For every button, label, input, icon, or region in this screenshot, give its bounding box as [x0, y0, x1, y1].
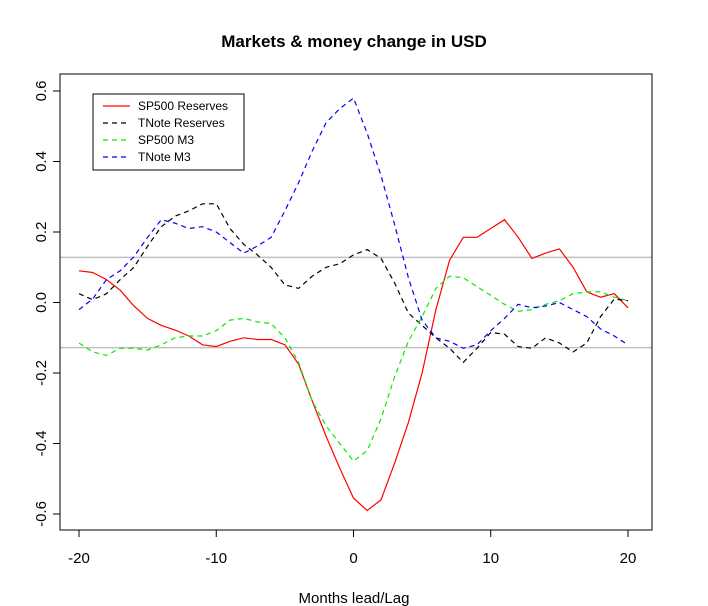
y-tick-label: 0.6 — [33, 81, 50, 102]
series-line-3 — [78, 97, 629, 349]
legend-label-2: SP500 M3 — [138, 133, 194, 147]
y-tick-label: -0.2 — [33, 360, 50, 386]
x-tick-label: 10 — [482, 550, 499, 567]
chart-title: Markets & money change in USD — [221, 32, 486, 51]
series-lines — [78, 97, 629, 512]
y-tick-label: 0.2 — [33, 222, 50, 243]
series-line-2 — [78, 275, 629, 462]
legend-label-1: TNote Reserves — [138, 116, 225, 130]
legend-box — [92, 93, 245, 171]
y-tick-label: 0.0 — [33, 292, 50, 313]
x-axis: -20 -10 0 10 20 — [68, 529, 637, 567]
y-tick-label: -0.4 — [33, 431, 50, 457]
series-line-0 — [78, 218, 629, 512]
x-tick-label: 20 — [620, 550, 637, 567]
legend-label-3: TNote M3 — [138, 150, 191, 164]
reference-lines — [60, 256, 652, 349]
series-line-1 — [78, 203, 629, 364]
y-tick-label: 0.4 — [33, 151, 50, 172]
legend: SP500 Reserves TNote Reserves SP500 M3 TNot… — [92, 93, 245, 171]
x-axis-label: Months lead/Lag — [299, 590, 410, 606]
y-axis: -0.6 -0.4 -0.2 0.0 0.2 0.4 0.6 — [33, 81, 61, 527]
x-tick-label: -10 — [205, 550, 227, 567]
y-tick-label: -0.6 — [33, 501, 50, 527]
x-tick-label: 0 — [349, 550, 357, 567]
legend-label-0: SP500 Reserves — [138, 99, 228, 113]
x-tick-label: -20 — [68, 550, 90, 567]
